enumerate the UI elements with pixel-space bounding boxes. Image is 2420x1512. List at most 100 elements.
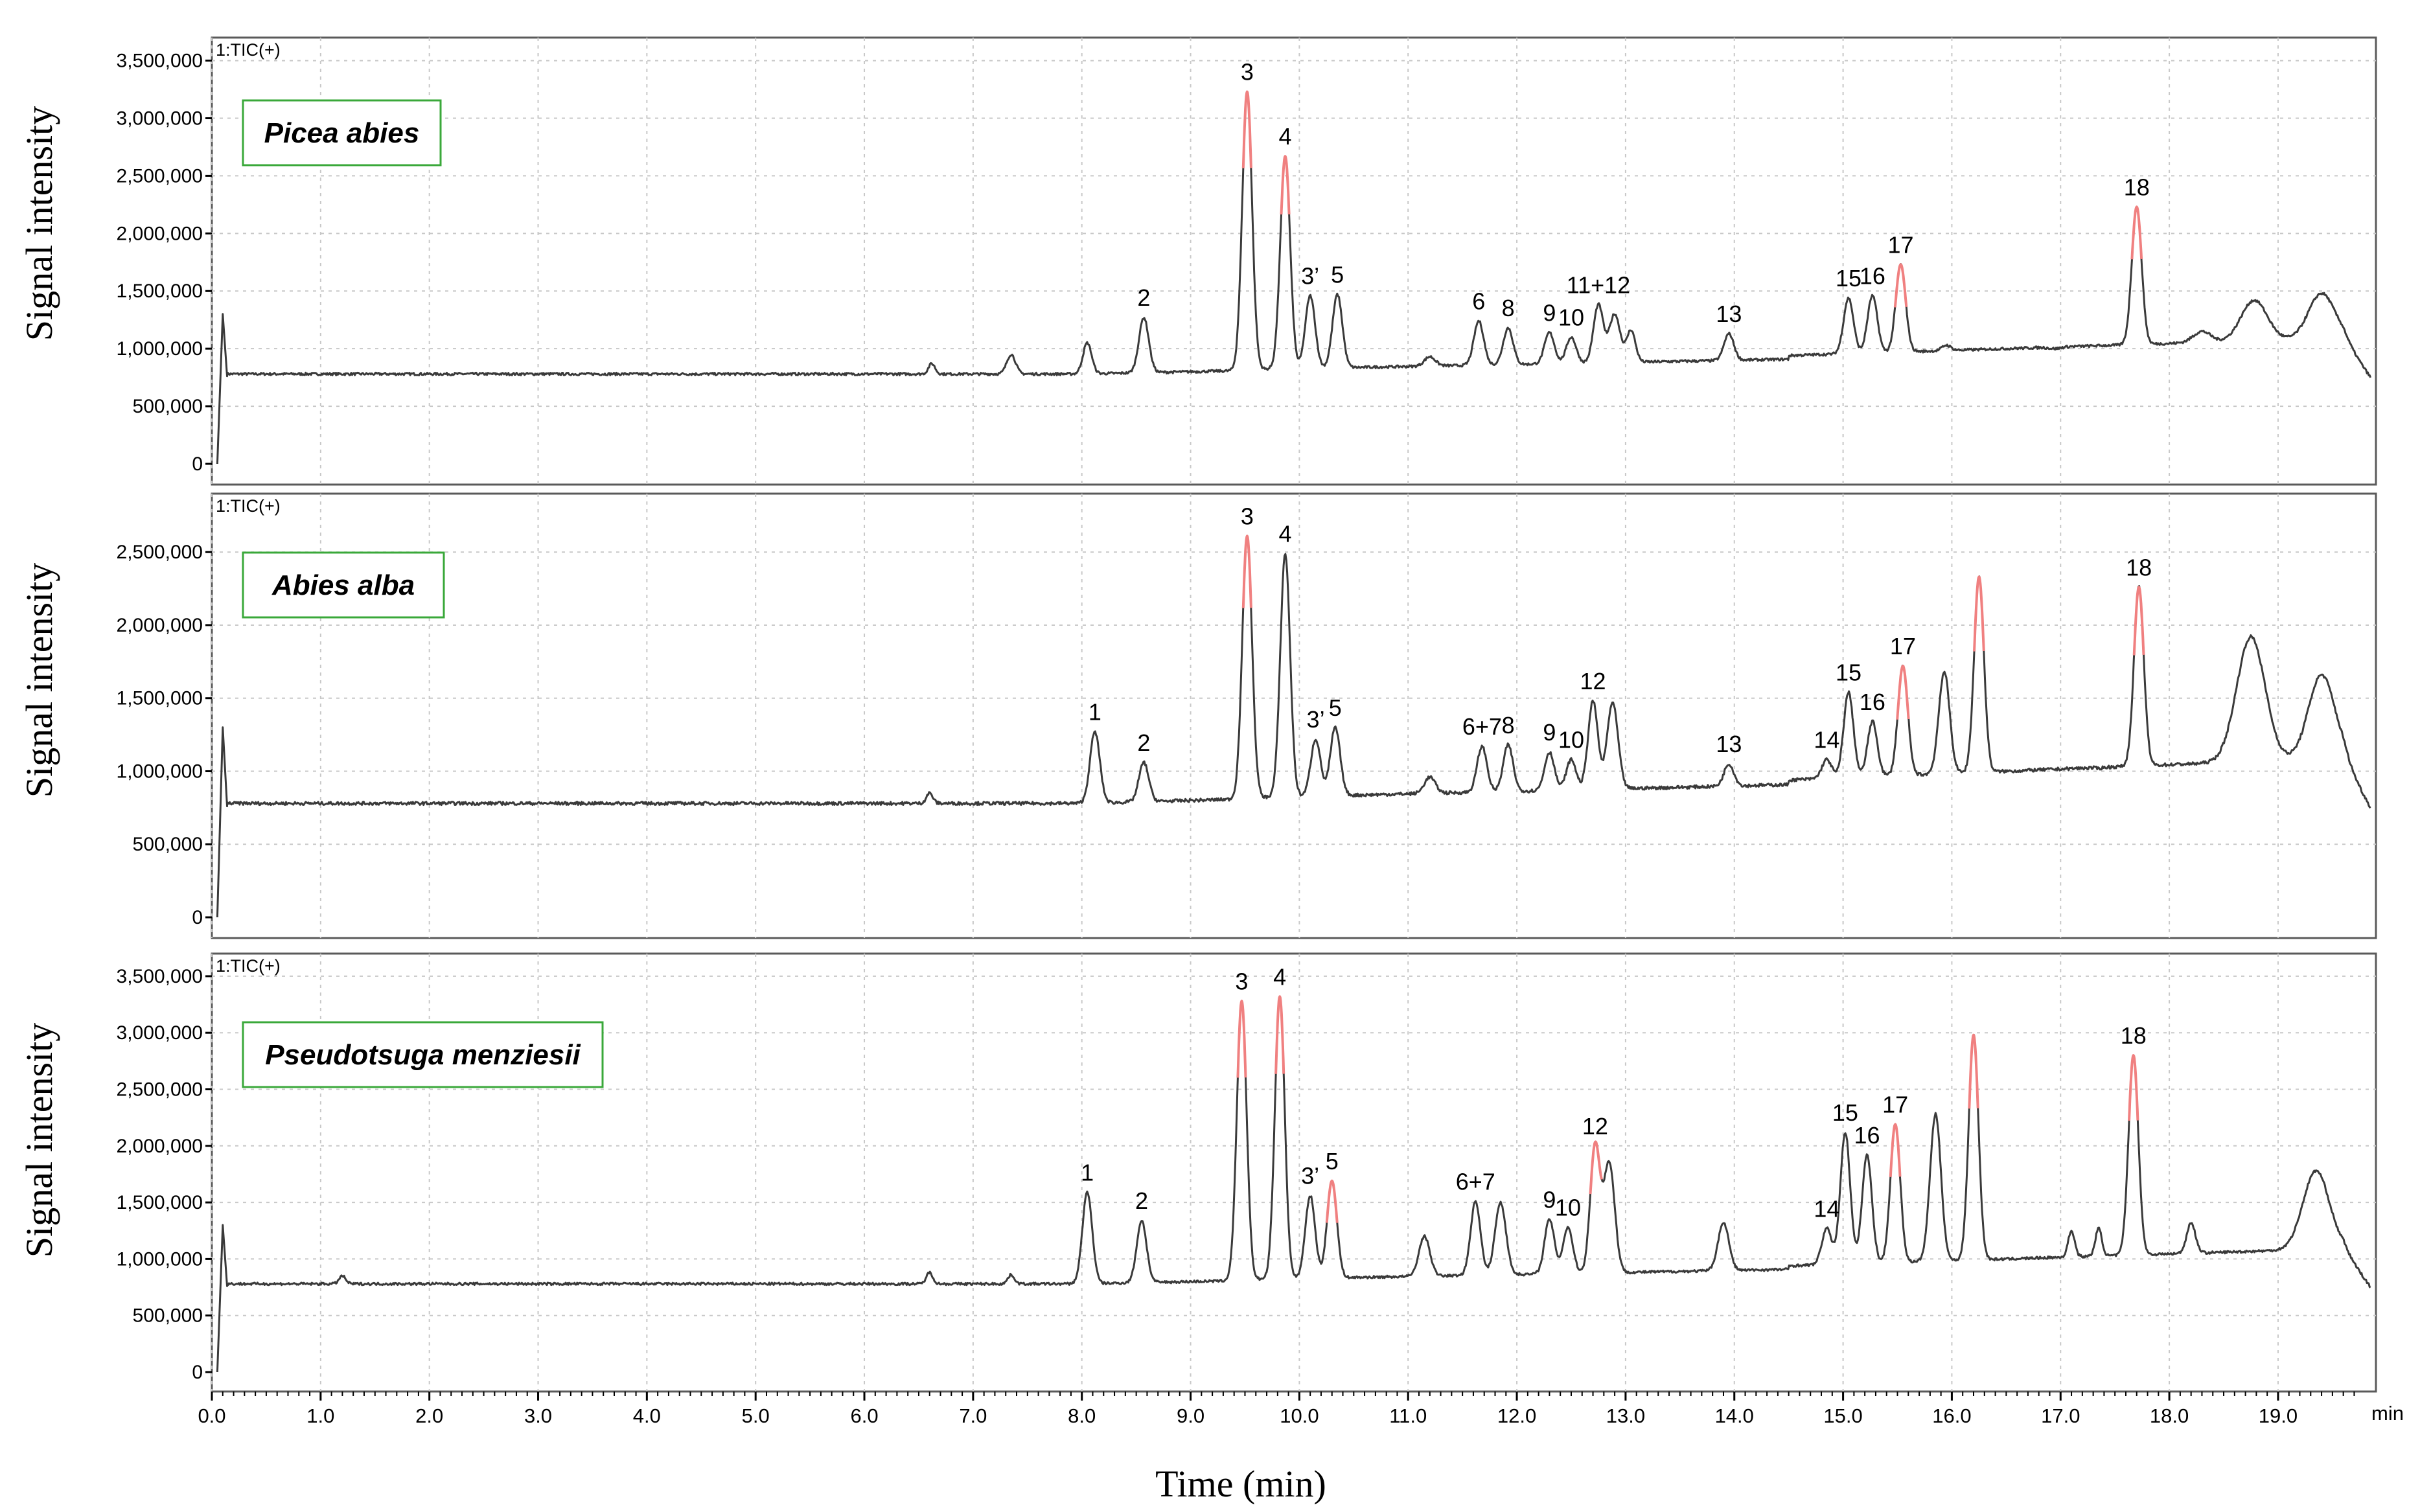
- saturated-peak-tip: [1893, 263, 1908, 308]
- saturated-peak-tip: [1589, 1140, 1603, 1195]
- saturated-peak-tip: [1241, 534, 1252, 608]
- x-tick-label: 4.0: [633, 1404, 661, 1427]
- x-tick-label: 15.0: [1823, 1404, 1862, 1427]
- peak-label: 16: [1860, 262, 1885, 289]
- peak-label: 4: [1279, 123, 1292, 150]
- peak-label: 4: [1273, 963, 1286, 990]
- peak-label: 4: [1279, 520, 1292, 547]
- panel-frame: [211, 492, 2377, 939]
- saturated-peak-tip: [2130, 205, 2143, 260]
- y-tick-label: 1,500,000: [117, 688, 203, 709]
- peak-label: 17: [1882, 1092, 1908, 1118]
- saturated-peak-tip: [1968, 1033, 1979, 1109]
- peak-label: 8: [1502, 712, 1515, 739]
- x-tick-label: 7.0: [959, 1404, 987, 1427]
- x-tick-label: 10.0: [1280, 1404, 1319, 1427]
- peak-label: 3: [1241, 503, 1254, 529]
- peak-label: 3’: [1307, 706, 1325, 733]
- peak-label: 1: [1089, 699, 1101, 726]
- y-tick-label: 2,500,000: [117, 542, 203, 563]
- peak-label: 2: [1137, 284, 1150, 311]
- saturated-peak-tip: [1973, 575, 1985, 652]
- peak-label: 12: [1582, 1113, 1608, 1140]
- peak-label: 14: [1814, 726, 1839, 753]
- x-tick-label: 11.0: [1389, 1404, 1427, 1427]
- peak-label: 17: [1888, 231, 1914, 258]
- peak-label: 15: [1836, 659, 1861, 686]
- peak-label: 9: [1543, 1186, 1556, 1213]
- x-tick-label: 2.0: [415, 1404, 443, 1427]
- y-tick-label: 1,000,000: [117, 761, 203, 782]
- x-tick-label: 3.0: [524, 1404, 552, 1427]
- species-name: Abies alba: [271, 569, 415, 601]
- peak-label: 9: [1543, 299, 1556, 326]
- peak-label: 14: [1814, 1195, 1839, 1222]
- y-tick-label: 0: [192, 907, 203, 928]
- peak-label: 12: [1580, 668, 1606, 694]
- chromatogram-panel: 3,500,000 3,000,000 2,500,000 2,000,000 1,50…: [117, 36, 2377, 486]
- saturated-peak-tip: [2132, 586, 2145, 656]
- peak-label: 15: [1832, 1099, 1858, 1126]
- x-tick-label: 13.0: [1606, 1404, 1645, 1427]
- saturated-peak-tip: [1889, 1123, 1902, 1177]
- species-legend-box: [242, 99, 442, 166]
- peak-label: 9: [1543, 719, 1556, 746]
- species-name: Picea abies: [264, 117, 420, 149]
- peak-label: 18: [2121, 1022, 2147, 1049]
- peak-label: 3: [1235, 968, 1248, 994]
- saturated-peak-tip: [1241, 90, 1252, 168]
- x-tick-label: 5.0: [742, 1404, 770, 1427]
- y-tick-label: 500,000: [133, 1305, 203, 1327]
- tic-label: 1:TIC(+): [216, 956, 281, 976]
- peak-label: 3: [1241, 59, 1254, 86]
- y-tick-label: 3,500,000: [117, 51, 203, 72]
- y-tick-label: 3,000,000: [117, 1022, 203, 1044]
- y-tick-label: 2,000,000: [117, 1136, 203, 1157]
- y-tick-label: 2,000,000: [117, 615, 203, 636]
- x-axis: 0.0 1.0 2.0 3.0 4.0 5.0 6.0 7.0 8.0 9.0 10.0 11.0 12…: [198, 1392, 2355, 1427]
- y-tick-label: 0: [192, 1362, 203, 1383]
- y-tick-label: 2,500,000: [117, 165, 203, 187]
- y-tick-label: 500,000: [133, 396, 203, 417]
- x-tick-label: 12.0: [1497, 1404, 1536, 1427]
- y-tick-label: 1,000,000: [117, 338, 203, 360]
- peak-label: 18: [2126, 554, 2152, 580]
- y-tick-label: 500,000: [133, 834, 203, 855]
- peak-label: 2: [1135, 1187, 1148, 1214]
- tic-label: 1:TIC(+): [216, 40, 281, 60]
- tic-label: 1:TIC(+): [216, 496, 281, 516]
- y-tick-label: 1,500,000: [117, 281, 203, 302]
- peak-label: 1: [1081, 1159, 1094, 1186]
- species-name: Pseudotsuga menziesii: [265, 1039, 581, 1071]
- x-tick-label: 19.0: [2259, 1404, 2298, 1427]
- peak-label: 16: [1860, 689, 1885, 715]
- species-legend-box: [242, 1021, 604, 1088]
- y-tick-label: 3,500,000: [117, 966, 203, 987]
- x-tick-label: 17.0: [2041, 1404, 2080, 1427]
- x-tick-label: 16.0: [1932, 1404, 1971, 1427]
- y-tick-label: 2,500,000: [117, 1079, 203, 1101]
- chromatogram-trace: [216, 91, 2372, 464]
- x-axis-title: Time (min): [1155, 1463, 1326, 1505]
- x-tick-label: 0.0: [198, 1404, 225, 1427]
- saturated-peak-tip: [1325, 1179, 1339, 1223]
- saturated-peak-tip: [1274, 995, 1285, 1074]
- peak-label: 15: [1836, 265, 1861, 292]
- peak-label: 6: [1472, 288, 1485, 314]
- saturated-peak-tip: [2128, 1054, 2139, 1121]
- chromatogram-trace: [216, 996, 2371, 1373]
- y-axis-title-panel-2: Signal intensity: [18, 563, 60, 798]
- peak-label: 5: [1326, 1148, 1339, 1174]
- peak-label: 6+7: [1456, 1168, 1495, 1195]
- peak-label: 10: [1558, 726, 1584, 753]
- y-tick-label: 0: [192, 453, 203, 475]
- peak-label: 6+7: [1462, 713, 1502, 740]
- peak-label: 3’: [1301, 1163, 1319, 1189]
- chromatogram-panel: 2,500,000 2,000,000 1,500,000 1,000,000 500,…: [117, 492, 2377, 939]
- chromatogram-panel: 3,500,000 3,000,000 2,500,000 2,000,000 1,50…: [117, 952, 2377, 1393]
- peak-label: 10: [1558, 304, 1584, 330]
- peak-label: 10: [1555, 1195, 1581, 1221]
- peak-label: 5: [1331, 262, 1344, 288]
- saturated-peak-tip: [1280, 155, 1291, 215]
